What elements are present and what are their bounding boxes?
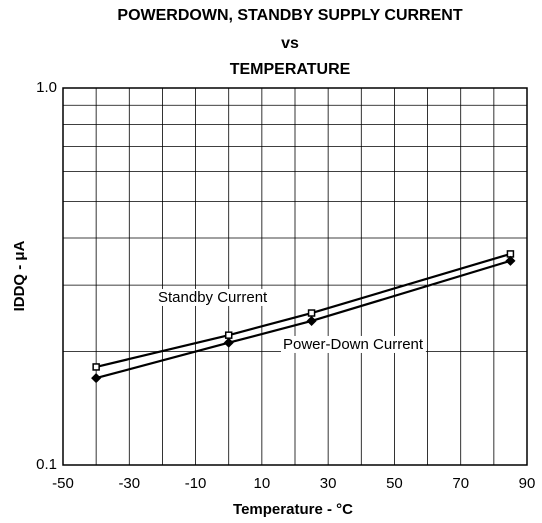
x-tick-label: 30	[320, 475, 337, 492]
line	[95, 252, 511, 369]
marker	[306, 315, 317, 327]
x-tick-label: 70	[452, 475, 469, 492]
marker	[91, 373, 102, 384]
marker	[224, 331, 233, 339]
x-tick-label: 50	[386, 475, 403, 492]
x-tick-label: 90	[519, 475, 536, 492]
series-label: Power-Down Current	[283, 336, 424, 353]
marker	[307, 309, 316, 317]
label-background	[281, 335, 426, 353]
chart-title: POWERDOWN, STANDBY SUPPLY CURRENT	[117, 7, 462, 24]
line	[95, 259, 511, 380]
x-tick-label: 10	[254, 475, 271, 492]
plot-frame	[62, 87, 528, 466]
x-axis-label: Temperature - °C	[233, 501, 353, 518]
y-axis-label: IDDQ - μA	[11, 240, 28, 311]
x-tick-label: -10	[185, 475, 207, 492]
series-label: Standby Current	[158, 289, 268, 306]
x-tick-label: -50	[52, 475, 74, 492]
marker	[92, 363, 100, 371]
y-tick-label: 0.1	[36, 456, 57, 473]
y-tick-label: 1.0	[36, 79, 57, 96]
chart-title: vs	[281, 35, 299, 52]
label-background	[156, 288, 271, 306]
marker	[505, 255, 516, 266]
marker	[223, 337, 234, 348]
chart-title: TEMPERATURE	[230, 61, 351, 78]
x-tick-label: -30	[118, 475, 140, 492]
